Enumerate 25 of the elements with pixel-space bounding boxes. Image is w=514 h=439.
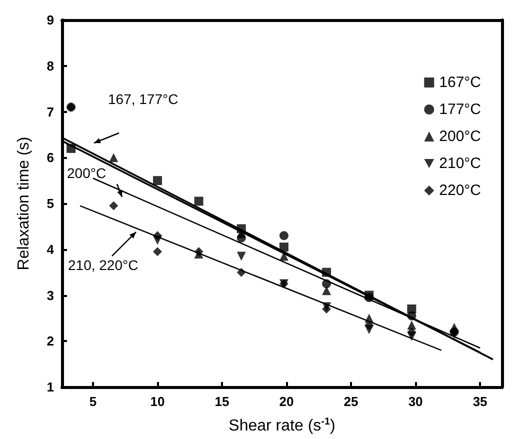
- y-tick-label: 9: [46, 12, 54, 28]
- x-tick-label: 35: [472, 394, 488, 409]
- legend-label: 167°C: [439, 74, 482, 91]
- x-tick-label: 5: [89, 394, 97, 409]
- annotation: 200°C: [67, 165, 106, 181]
- x-tick-label: 20: [279, 394, 294, 409]
- annotation: 210, 220°C: [68, 257, 138, 273]
- y-tick-label: 1: [46, 380, 54, 394]
- y-axis-title: Relaxation time (s): [16, 136, 32, 270]
- legend-label: 177°C: [439, 101, 482, 118]
- y-tick-label: 6: [46, 150, 54, 166]
- y-tick-label: 7: [46, 104, 54, 120]
- y-tick-label: 8: [46, 58, 54, 74]
- x-tick-label: 30: [408, 394, 423, 409]
- x-tick-label: 25: [344, 394, 358, 409]
- x-tick-label: 15: [214, 394, 230, 409]
- legend-label: 210°C: [439, 155, 482, 172]
- annotation: 167, 177°C: [108, 91, 178, 107]
- y-tick-label: 5: [46, 196, 54, 211]
- legend-label: 200°C: [439, 128, 482, 145]
- x-tick-label: 10: [150, 394, 165, 409]
- legend-label: 220°C: [439, 182, 482, 199]
- y-tick-label: 3: [46, 288, 54, 303]
- y-tick-label: 4: [46, 242, 55, 257]
- y-tick-label: 2: [46, 334, 54, 349]
